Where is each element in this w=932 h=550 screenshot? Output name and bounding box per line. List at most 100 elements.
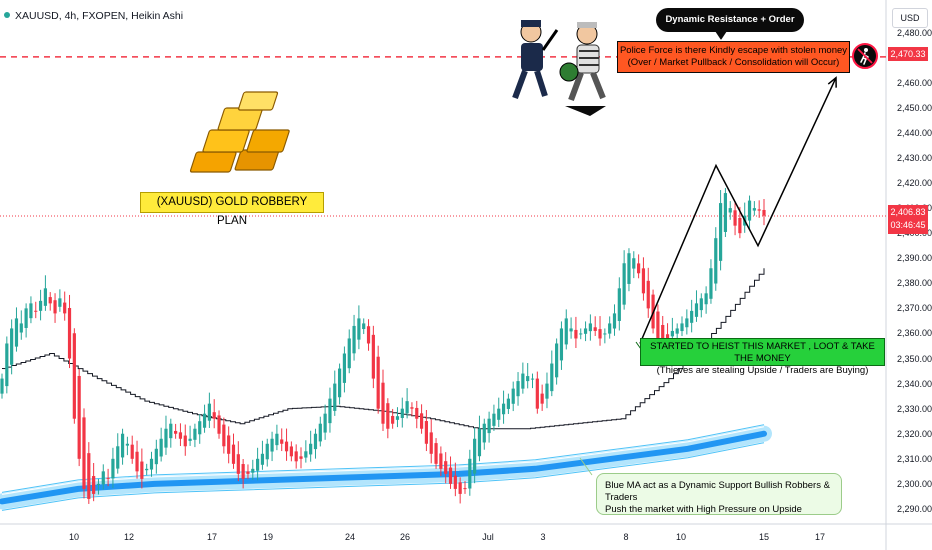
time-tick-label: 17 [814, 532, 826, 542]
candle-body [284, 441, 289, 452]
candle-body [482, 423, 486, 443]
candle-body [506, 398, 510, 409]
candle-body [395, 416, 400, 420]
candle-body [357, 318, 361, 340]
candle-body [617, 288, 621, 321]
candle-body [530, 378, 535, 380]
candle-body [429, 432, 433, 454]
candle-body [723, 193, 728, 232]
price-tick-label: 2,360.00 [897, 328, 932, 339]
candle-body [5, 343, 9, 387]
candle-body [501, 403, 506, 415]
candle-body [174, 430, 178, 434]
candle-body [569, 328, 573, 332]
candle-body [10, 328, 14, 365]
candle-body [328, 398, 332, 424]
candle-body [366, 326, 371, 344]
candle-body [511, 388, 515, 404]
thief-legs [568, 71, 606, 102]
candle-body [294, 451, 298, 462]
price-tick-label: 2,300.00 [897, 478, 932, 489]
police-callout: Police Force is there Kindly escape with… [617, 41, 850, 73]
heist-started-callout: STARTED TO HEIST THIS MARKET , LOOT & TA… [640, 338, 885, 376]
candle-body [574, 329, 578, 339]
candle-body [434, 443, 438, 464]
gold-bar [217, 107, 263, 131]
candle-body [246, 471, 250, 474]
candle-body [333, 383, 337, 411]
candle-body [690, 310, 694, 323]
heist-callout-line1: STARTED TO HEIST THIS MARKET , LOOT & TA… [650, 341, 875, 364]
candle-body [198, 421, 202, 435]
candle-body [323, 413, 327, 433]
time-tick-label: 10 [675, 532, 687, 542]
currency-button[interactable]: USD [892, 8, 928, 28]
gold-bar [246, 129, 290, 153]
thief-cap [577, 22, 597, 28]
candle-body [34, 310, 38, 312]
candle-body [217, 415, 221, 434]
dynamic-resistance-callout: Dynamic Resistance + Order Block [656, 8, 804, 49]
blue-ma-outer-bottom [1, 442, 765, 511]
candle-body [92, 476, 96, 494]
candle-body [559, 328, 564, 361]
candle-body [140, 461, 144, 479]
candle-body [212, 412, 216, 419]
price-tick-label: 2,350.00 [897, 353, 932, 364]
price-tick-label: 2,430.00 [897, 152, 932, 163]
candle-body [270, 438, 274, 452]
time-tick-label: 19 [262, 532, 274, 542]
candle-body [641, 268, 646, 294]
candle-body [77, 375, 81, 459]
price-tick-label: 2,460.00 [897, 77, 932, 88]
candle-body [453, 475, 457, 489]
candle-body [424, 421, 429, 444]
candle-body [752, 208, 756, 211]
candle-body [555, 343, 559, 378]
gold-bar [202, 129, 250, 153]
candle-body [583, 328, 588, 334]
candle-body [96, 483, 101, 485]
candle-body [24, 308, 28, 328]
candle-body [675, 328, 679, 334]
candle-body [468, 458, 472, 489]
candle-body [280, 439, 284, 444]
candle-body [183, 435, 187, 447]
candle-body [362, 323, 366, 330]
price-tick-label: 2,480.00 [897, 27, 932, 38]
candle-body [63, 302, 67, 314]
price-tick-label: 2,370.00 [897, 303, 932, 314]
candle-body [337, 368, 342, 398]
candle-body [747, 200, 752, 221]
candle-body [603, 333, 607, 335]
price-tick-label: 2,330.00 [897, 403, 932, 414]
price-tick-label: 2,450.00 [897, 102, 932, 113]
candle-body [699, 298, 703, 311]
candle-body [526, 376, 530, 382]
candle-body [193, 428, 197, 440]
candle-body [227, 435, 231, 454]
candle-body [202, 413, 207, 428]
dynamic-resistance-pointer [565, 106, 606, 116]
candle-body [231, 444, 236, 464]
candle-body [627, 253, 631, 284]
blue-ma-outer-top [1, 424, 765, 493]
police-callout-line1: Police Force is there Kindly escape with… [619, 45, 848, 56]
candle-body [87, 453, 91, 499]
candle-body [154, 448, 158, 465]
blue-ma-line [0, 430, 767, 505]
candle-body [477, 428, 482, 457]
candle-body [458, 482, 462, 494]
police-body [521, 43, 543, 71]
candle-body [680, 323, 684, 332]
candle-body [709, 268, 713, 299]
candle-body [222, 424, 226, 447]
current-price-tag: 2,406.83 03:46:45 [888, 205, 928, 234]
candle-body [448, 467, 453, 484]
candle-body [342, 353, 347, 383]
gold-bars-illustration [189, 91, 290, 173]
candle-body [130, 444, 134, 459]
candle-body [82, 417, 86, 489]
stop-sign-icon [852, 43, 878, 69]
